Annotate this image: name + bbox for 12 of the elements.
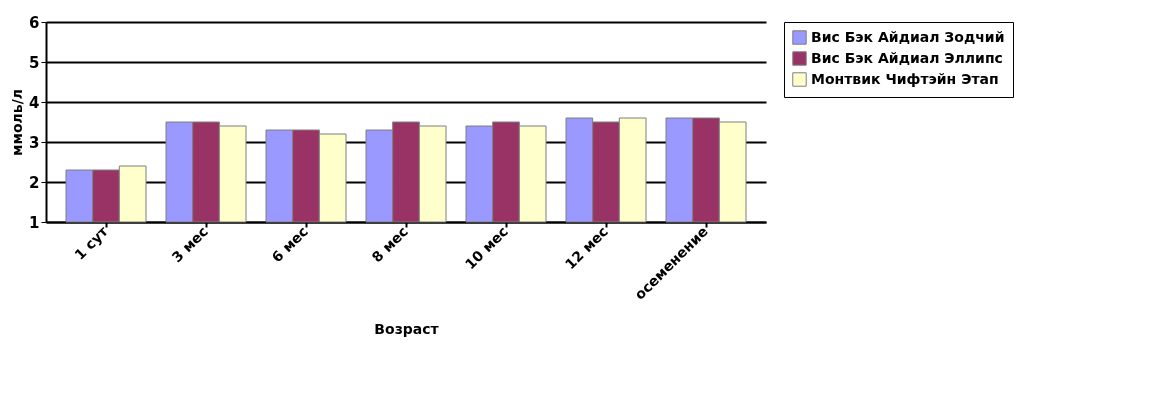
legend-label: Монтвик Чифтэйн Этап (811, 70, 999, 87)
y-tick-label: 5 (29, 53, 40, 72)
legend-label: Вис Бэк Айдиал Зодчий (811, 28, 1005, 45)
legend-label: Вис Бэк Айдиал Эллипс (811, 49, 1003, 66)
y-tick-label: 4 (29, 93, 40, 112)
x-tick-label: 1 сут (71, 222, 112, 263)
y-tick-label: 3 (29, 133, 40, 152)
y-tick-label: 1 (29, 213, 40, 232)
y-tick-label: 6 (29, 13, 40, 32)
y-axis-title: ммоль/л (9, 89, 26, 156)
x-axis-title: Возраст (374, 320, 440, 337)
y-tick-label: 2 (29, 173, 40, 192)
